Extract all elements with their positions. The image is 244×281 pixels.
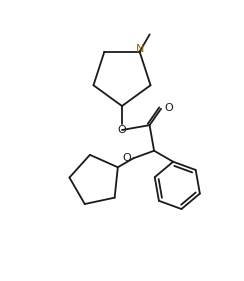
Text: N: N xyxy=(135,44,144,54)
Text: O: O xyxy=(118,125,126,135)
Text: O: O xyxy=(164,103,173,113)
Text: O: O xyxy=(123,153,132,163)
